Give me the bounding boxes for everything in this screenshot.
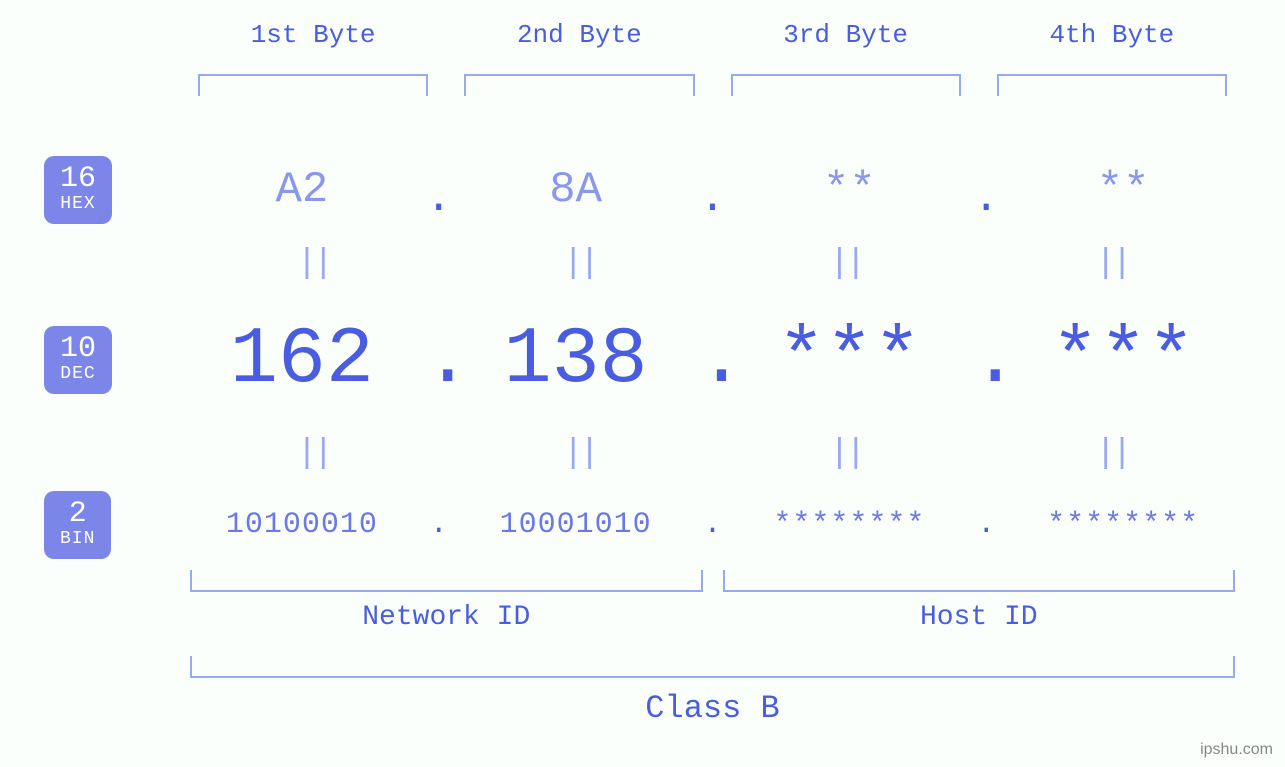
label-host-id: Host ID [713, 602, 1246, 633]
bin-dot-3: . [971, 508, 1001, 542]
hex-byte-1: A2 [180, 165, 424, 215]
bin-row: 2 BIN 10100010 . 10001010 . ******** . *… [0, 490, 1245, 560]
badge-dec-num: 10 [60, 334, 96, 366]
badge-bin-wrap: 2 BIN [0, 491, 180, 559]
hex-byte-2: 8A [454, 165, 698, 215]
badge-dec: 10 DEC [44, 326, 112, 394]
eq-2-4: || [979, 435, 1245, 473]
badge-bin: 2 BIN [44, 491, 111, 559]
dec-cells: 162 . 138 . *** . *** [180, 315, 1245, 406]
bracket-host [723, 570, 1236, 592]
bracket-top-3 [731, 74, 961, 96]
hex-dot-2: . [698, 174, 728, 224]
badge-hex-wrap: 16 HEX [0, 156, 180, 224]
bracket-top-4 [997, 74, 1227, 96]
dec-byte-1: 162 [180, 315, 424, 406]
bin-byte-2: 10001010 [454, 508, 698, 542]
eq-2-1: || [180, 435, 446, 473]
bin-byte-3: ******** [728, 508, 972, 542]
dec-row: 10 DEC 162 . 138 . *** . *** [0, 310, 1245, 410]
byte-header-2: 2nd Byte [446, 20, 712, 50]
eq-2-3: || [713, 435, 979, 473]
byte-header-4: 4th Byte [979, 20, 1245, 50]
byte-header-1: 1st Byte [180, 20, 446, 50]
bin-dot-1: . [424, 508, 454, 542]
dec-dot-1: . [424, 315, 454, 406]
eq-1-2: || [446, 245, 712, 283]
dec-byte-2: 138 [454, 315, 698, 406]
byte-header-3: 3rd Byte [713, 20, 979, 50]
badge-hex-lbl: HEX [60, 195, 96, 214]
label-class: Class B [180, 690, 1245, 727]
dec-byte-4: *** [1001, 315, 1245, 406]
bottom-brackets [180, 570, 1245, 592]
equals-row-1: || || || || [180, 245, 1245, 283]
badge-dec-wrap: 10 DEC [0, 326, 180, 394]
bin-byte-1: 10100010 [180, 508, 424, 542]
byte-headers-row: 1st Byte 2nd Byte 3rd Byte 4th Byte [180, 20, 1245, 50]
badge-dec-lbl: DEC [60, 365, 96, 384]
badge-hex: 16 HEX [44, 156, 112, 224]
dec-byte-3: *** [728, 315, 972, 406]
hex-row: 16 HEX A2 . 8A . ** . ** [0, 150, 1245, 230]
bin-cells: 10100010 . 10001010 . ******** . *******… [180, 508, 1245, 542]
dec-dot-2: . [698, 315, 728, 406]
bottom-labels: Network ID Host ID [180, 602, 1245, 633]
eq-1-1: || [180, 245, 446, 283]
byte-brackets-top [180, 74, 1245, 96]
equals-row-2: || || || || [180, 435, 1245, 473]
badge-bin-num: 2 [60, 499, 95, 531]
dec-dot-3: . [971, 315, 1001, 406]
eq-1-4: || [979, 245, 1245, 283]
label-network-id: Network ID [180, 602, 713, 633]
bracket-class [190, 656, 1235, 678]
hex-dot-3: . [971, 174, 1001, 224]
bracket-top-1 [198, 74, 428, 96]
bin-dot-2: . [698, 508, 728, 542]
badge-bin-lbl: BIN [60, 530, 95, 549]
bracket-top-2 [464, 74, 694, 96]
hex-dot-1: . [424, 174, 454, 224]
hex-byte-3: ** [728, 165, 972, 215]
badge-hex-num: 16 [60, 164, 96, 196]
bracket-network [190, 570, 703, 592]
eq-1-3: || [713, 245, 979, 283]
eq-2-2: || [446, 435, 712, 473]
hex-cells: A2 . 8A . ** . ** [180, 156, 1245, 224]
hex-byte-4: ** [1001, 165, 1245, 215]
bin-byte-4: ******** [1001, 508, 1245, 542]
watermark: ipshu.com [1200, 741, 1273, 759]
